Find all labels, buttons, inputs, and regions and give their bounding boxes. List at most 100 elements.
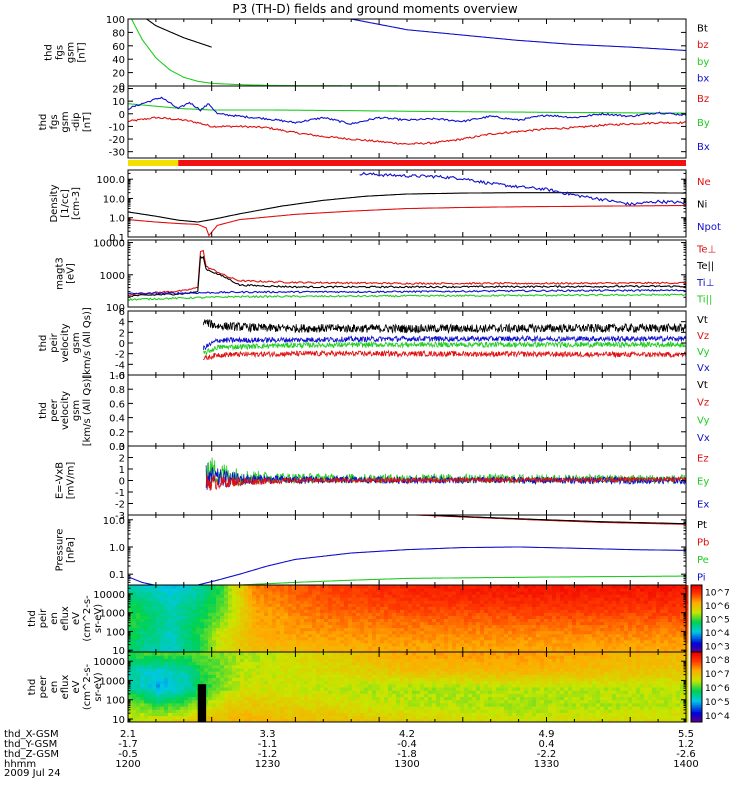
heatmap-cell: [280, 706, 285, 710]
heatmap-cell: [288, 652, 293, 656]
heatmap-cell: [440, 636, 445, 641]
heatmap-cell: [556, 645, 561, 650]
heatmap-cell: [548, 606, 553, 610]
heatmap-cell: [388, 618, 393, 623]
y-axis-label: [nPa]: [66, 537, 77, 563]
heatmap-cell: [280, 624, 285, 629]
heatmap-cell: [500, 585, 505, 589]
heatmap-cell: [608, 588, 613, 592]
heatmap-cell: [260, 702, 265, 707]
heatmap-cell: [160, 615, 165, 619]
heatmap-cell: [668, 648, 673, 653]
heatmap-cell: [128, 600, 133, 604]
heatmap-cell: [236, 706, 241, 710]
heatmap-cell: [536, 588, 541, 592]
heatmap-cell: [376, 648, 381, 653]
heatmap-cell: [192, 606, 197, 610]
heatmap-cell: [388, 633, 393, 638]
heatmap-cell: [304, 709, 309, 713]
heatmap-cell: [448, 606, 453, 610]
heatmap-cell: [252, 588, 257, 592]
heatmap-cell: [156, 693, 161, 698]
heatmap-cell: [128, 690, 133, 694]
heatmap-cell: [676, 609, 681, 613]
legend-entry: Vx: [697, 433, 710, 444]
heatmap-cell: [536, 624, 541, 629]
heatmap-cell: [272, 696, 277, 701]
heatmap-cell: [216, 648, 221, 653]
heatmap-cell: [560, 594, 565, 598]
heatmap-cell: [248, 645, 253, 650]
heatmap-cell: [296, 696, 301, 701]
heatmap-cell: [364, 645, 369, 650]
heatmap-cell: [320, 615, 325, 619]
heatmap-cell: [284, 667, 289, 672]
heatmap-cell: [280, 671, 285, 675]
heatmap-cell: [516, 603, 521, 607]
heatmap-cell: [660, 621, 665, 626]
heatmap-cell: [224, 588, 229, 592]
heatmap-cell: [496, 585, 501, 589]
heatmap-cell: [304, 594, 309, 598]
heatmap-cell: [564, 621, 569, 626]
heatmap-cell: [284, 690, 289, 694]
heatmap-cell: [392, 600, 397, 604]
heatmap-cell: [588, 600, 593, 604]
heatmap-cell: [432, 588, 437, 592]
heatmap-cell: [536, 642, 541, 647]
heatmap-cell: [200, 630, 205, 635]
heatmap-cell: [460, 594, 465, 598]
heatmap-cell: [616, 588, 621, 592]
heatmap-cell: [236, 702, 241, 707]
heatmap-cell: [556, 639, 561, 644]
heatmap-cell: [444, 639, 449, 644]
heatmap-cell: [652, 618, 657, 623]
heatmap-cell: [148, 645, 153, 650]
heatmap-cell: [376, 627, 381, 632]
heatmap-cell: [484, 645, 489, 650]
heatmap-cell: [348, 600, 353, 604]
heatmap-cell: [552, 585, 557, 589]
plot-area: [128, 19, 686, 86]
heatmap-cell: [572, 597, 577, 601]
heatmap-cell: [176, 661, 181, 666]
heatmap-cell: [456, 642, 461, 647]
heatmap-cell: [144, 618, 149, 623]
heatmap-cell: [292, 687, 297, 691]
heatmap-cell: [180, 652, 185, 656]
heatmap-cell: [160, 661, 165, 666]
heatmap-cell: [272, 687, 277, 691]
heatmap-cell: [552, 591, 557, 595]
heatmap-cell: [556, 600, 561, 604]
heatmap-cell: [196, 627, 201, 632]
heatmap-cell: [668, 639, 673, 644]
heatmap-cell: [488, 609, 493, 613]
heatmap-cell: [176, 693, 181, 698]
heatmap-cell: [236, 687, 241, 691]
heatmap-cell: [412, 591, 417, 595]
series-Ti⊥: [128, 288, 686, 295]
heatmap-cell: [500, 609, 505, 613]
heatmap-cell: [484, 606, 489, 610]
heatmap-cell: [304, 702, 309, 707]
heatmap-cell: [496, 636, 501, 641]
heatmap-cell: [164, 664, 169, 669]
series-Vz: [202, 349, 686, 361]
heatmap-cell: [388, 642, 393, 647]
heatmap-cell: [412, 588, 417, 592]
heatmap-cell: [184, 696, 189, 701]
heatmap-cell: [148, 648, 153, 653]
heatmap-cell: [220, 606, 225, 610]
heatmap-cell: [200, 585, 205, 589]
heatmap-cell: [680, 618, 685, 623]
heatmap-cell: [128, 591, 133, 595]
heatmap-cell: [424, 588, 429, 592]
heatmap-cell: [144, 642, 149, 647]
heatmap-cell: [172, 655, 177, 659]
heatmap-cell: [164, 627, 169, 632]
heatmap-cell: [252, 615, 257, 619]
heatmap-cell: [608, 600, 613, 604]
heatmap-cell: [488, 606, 493, 610]
heatmap-cell: [172, 597, 177, 601]
heatmap-cell: [164, 621, 169, 626]
